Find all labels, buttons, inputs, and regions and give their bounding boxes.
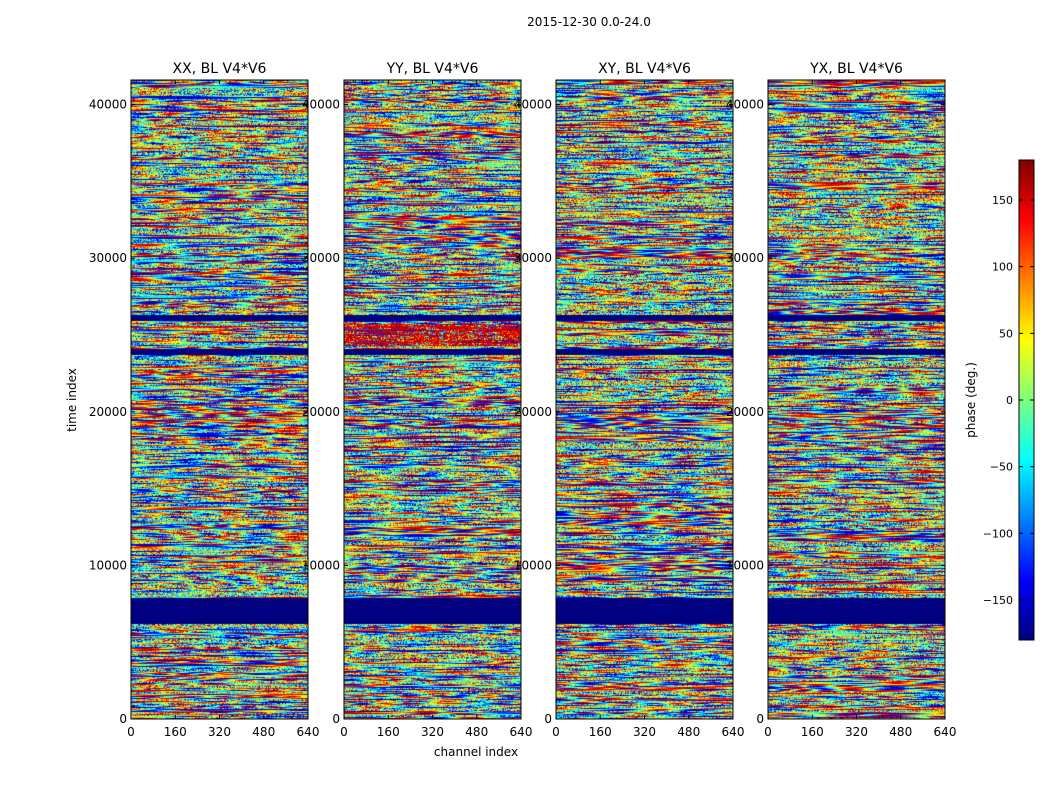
x-tick-label: 320 — [633, 725, 656, 739]
y-tick-label: 40000 — [89, 98, 127, 112]
y-axis-label: time index — [65, 368, 79, 432]
y-tick-label: 20000 — [514, 405, 552, 419]
panel-1: XX, BL V4*V6 0 160 320 480 640 0 10000 20000 3000… — [89, 61, 320, 739]
y-tick-label: 30000 — [89, 251, 127, 265]
colorbar-tick-label: 0 — [1006, 394, 1013, 407]
y-tick-label: 20000 — [726, 405, 764, 419]
x-tick-label: 640 — [297, 725, 320, 739]
panel-title: YY, BL V4*V6 — [386, 61, 479, 77]
y-tick-label: 0 — [544, 712, 552, 726]
panel-title: XY, BL V4*V6 — [598, 61, 691, 77]
x-tick-label: 160 — [164, 725, 187, 739]
x-tick-label: 480 — [465, 725, 488, 739]
y-tick-label: 30000 — [302, 251, 340, 265]
heatmap-image — [768, 80, 945, 719]
colorbar-tick-label: 100 — [992, 261, 1013, 274]
panel-3: XY, BL V4*V6 0 160 320 480 640 0 10000 20000 3000… — [514, 61, 745, 739]
heatmap-image — [131, 80, 308, 719]
y-tick-label: 10000 — [726, 558, 764, 572]
x-tick-label: 320 — [421, 725, 444, 739]
colorbar-tick-label: −100 — [983, 527, 1013, 540]
colorbar-tick-label: −150 — [983, 594, 1013, 607]
heatmap-panels: XX, BL V4*V6 0 160 320 480 640 0 10000 20000 3000… — [89, 61, 957, 739]
x-tick-label: 0 — [340, 725, 348, 739]
x-tick-label: 0 — [764, 725, 772, 739]
colorbar: −150 −100 −50 0 50 100 150 phase (deg.) — [964, 159, 1035, 641]
x-tick-label: 320 — [208, 725, 231, 739]
y-tick-label: 0 — [756, 712, 764, 726]
x-tick-label: 0 — [552, 725, 560, 739]
colorbar-tick-label: 150 — [992, 194, 1013, 207]
x-tick-label: 160 — [589, 725, 612, 739]
x-tick-label: 480 — [252, 725, 275, 739]
figure-title: 2015-12-30 0.0-24.0 — [527, 15, 651, 29]
x-tick-label: 320 — [845, 725, 868, 739]
y-tick-label: 10000 — [514, 558, 552, 572]
x-axis-label: channel index — [434, 745, 518, 759]
colorbar-tick-label: −50 — [990, 461, 1013, 474]
x-tick-label: 480 — [889, 725, 912, 739]
x-tick-label: 160 — [801, 725, 824, 739]
y-tick-label: 0 — [332, 712, 340, 726]
panel-title: XX, BL V4*V6 — [173, 61, 267, 77]
y-tick-label: 40000 — [726, 98, 764, 112]
x-tick-label: 0 — [127, 725, 135, 739]
y-tick-label: 40000 — [302, 98, 340, 112]
y-tick-label: 30000 — [726, 251, 764, 265]
heatmap-image — [344, 80, 521, 719]
y-tick-label: 10000 — [302, 558, 340, 572]
y-tick-label: 20000 — [89, 405, 127, 419]
x-tick-label: 480 — [677, 725, 700, 739]
y-tick-label: 20000 — [302, 405, 340, 419]
y-tick-label: 0 — [119, 712, 127, 726]
y-tick-label: 10000 — [89, 558, 127, 572]
panel-title: YX, BL V4*V6 — [809, 61, 903, 77]
x-tick-label: 640 — [510, 725, 533, 739]
panel-4: YX, BL V4*V6 0 160 320 480 640 0 10000 20000 3000… — [726, 61, 957, 739]
heatmap-image — [556, 80, 733, 719]
x-tick-label: 640 — [934, 725, 957, 739]
y-tick-label: 40000 — [514, 98, 552, 112]
x-tick-label: 640 — [722, 725, 745, 739]
y-tick-label: 30000 — [514, 251, 552, 265]
colorbar-tick-label: 50 — [999, 327, 1013, 340]
panel-2: YY, BL V4*V6 0 160 320 480 640 0 10000 20000 3000… — [302, 61, 533, 739]
x-tick-label: 160 — [377, 725, 400, 739]
colorbar-label: phase (deg.) — [964, 362, 978, 438]
